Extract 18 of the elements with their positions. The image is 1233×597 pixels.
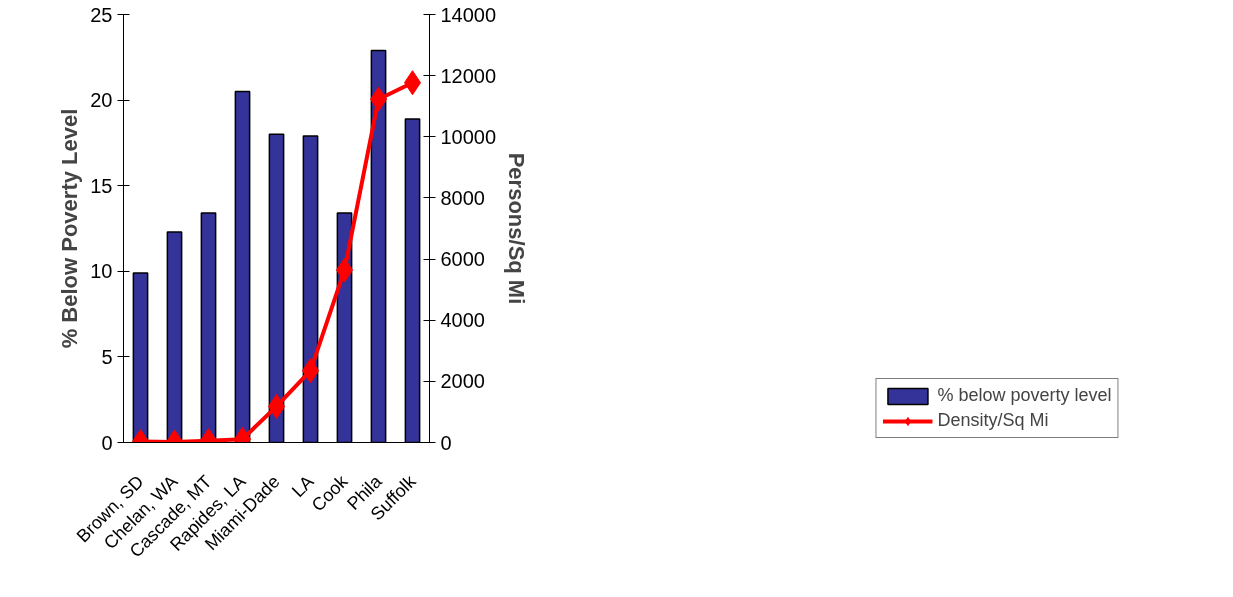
legend-label: Density/Sq Mi bbox=[937, 410, 1049, 431]
y2-tick-label: 8000 bbox=[440, 186, 485, 209]
y-tick-label: 5 bbox=[101, 345, 113, 368]
y-axis-title: % Below Poverty Level bbox=[57, 108, 83, 349]
legend-label: % below poverty level bbox=[937, 385, 1112, 406]
y2-tick-label: 2000 bbox=[440, 370, 485, 393]
y2-tick-label: 4000 bbox=[440, 309, 485, 332]
y2-tick-label: 14000 bbox=[440, 3, 497, 26]
y2-tick-label: 12000 bbox=[440, 64, 497, 87]
y-tick-label: 15 bbox=[90, 174, 113, 197]
y2-tick-label: 10000 bbox=[440, 125, 497, 148]
y-tick-label: 10 bbox=[90, 260, 113, 283]
y2-axis-title: Persons/Sq Mi bbox=[504, 152, 530, 305]
y-tick-label: 0 bbox=[101, 431, 113, 454]
y2-tick-label: 0 bbox=[440, 431, 452, 454]
y2-tick-label: 6000 bbox=[440, 248, 485, 271]
y-tick-label: 20 bbox=[90, 89, 113, 112]
y-tick-label: 25 bbox=[90, 3, 113, 26]
